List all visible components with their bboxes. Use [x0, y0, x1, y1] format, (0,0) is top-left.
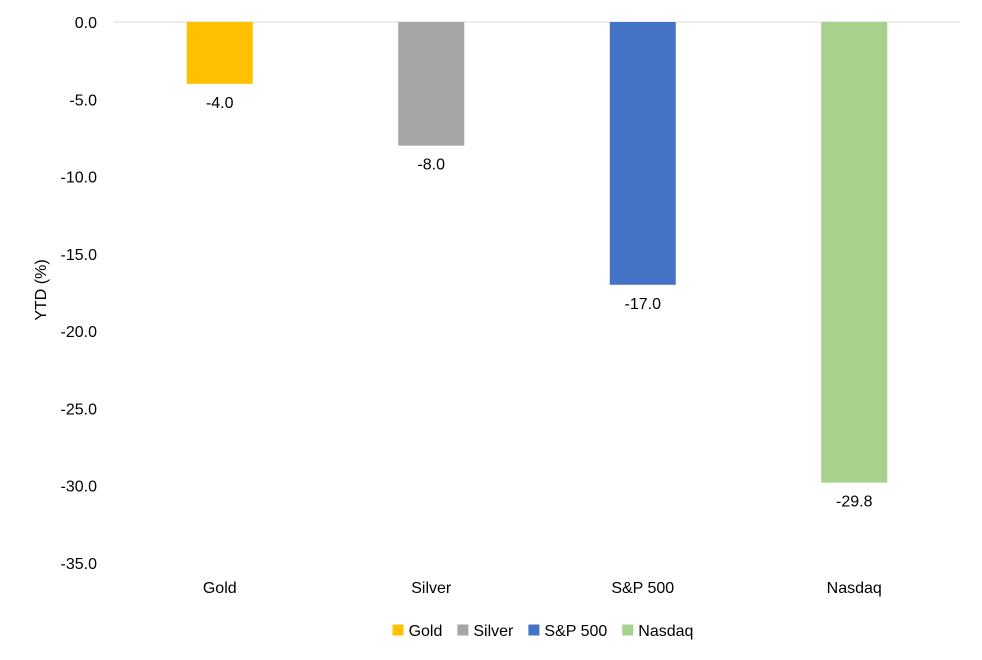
data-label: -8.0: [417, 157, 445, 174]
x-tick-label: Gold: [203, 580, 237, 597]
legend-swatch: [622, 624, 634, 636]
y-tick-label: -20.0: [61, 324, 98, 341]
legend: Gold Silver S&P 500 Nasdaq: [392, 623, 693, 640]
legend-label: Nasdaq: [638, 623, 693, 640]
y-tick-label: -25.0: [61, 401, 98, 418]
bar: [821, 22, 888, 483]
bar: [186, 22, 253, 84]
bars: [186, 22, 888, 483]
y-axis-ticks: 0.0 -5.0 -10.0 -15.0 -20.0 -25.0 -30.0 -35.0: [61, 15, 98, 573]
bar: [609, 22, 676, 285]
y-tick-label: -5.0: [69, 92, 97, 109]
y-tick-label: -30.0: [61, 479, 98, 496]
bar: [398, 22, 465, 146]
data-label: -29.8: [836, 494, 873, 511]
y-tick-label: 0.0: [75, 15, 97, 32]
legend-swatch: [392, 624, 404, 636]
legend-swatch: [457, 624, 469, 636]
y-tick-label: -10.0: [61, 170, 98, 187]
x-tick-label: S&P 500: [611, 580, 674, 597]
data-label: -4.0: [206, 95, 234, 112]
x-axis-tick-labels: Gold Silver S&P 500 Nasdaq: [203, 580, 882, 597]
legend-label: Gold: [409, 623, 443, 640]
x-tick-label: Nasdaq: [827, 580, 882, 597]
x-tick-label: Silver: [411, 580, 452, 597]
data-labels: -4.0 -8.0 -17.0 -29.8: [206, 95, 873, 511]
legend-swatch: [528, 624, 540, 636]
y-tick-label: -35.0: [61, 556, 98, 573]
legend-label: S&P 500: [544, 623, 607, 640]
y-axis-title: YTD (%): [33, 259, 50, 320]
data-label: -17.0: [625, 296, 662, 313]
y-tick-label: -15.0: [61, 247, 98, 264]
legend-label: Silver: [473, 623, 514, 640]
